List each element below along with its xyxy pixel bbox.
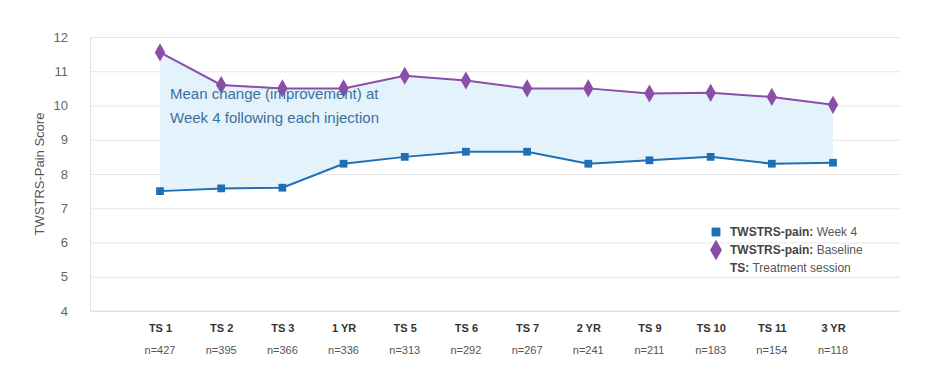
- legend-symbol: [710, 240, 722, 261]
- y-tick-label: 10: [54, 98, 68, 113]
- marker: [401, 153, 409, 161]
- change-area: [160, 52, 833, 191]
- marker: [828, 96, 838, 114]
- x-tick-label: TS 3: [271, 322, 294, 334]
- marker: [768, 160, 776, 168]
- marker: [522, 79, 532, 97]
- x-sublabel: n=154: [756, 344, 787, 356]
- marker: [584, 160, 592, 168]
- x-sublabel: n=292: [450, 344, 481, 356]
- x-tick: 1 YR: [332, 311, 356, 334]
- y-tick: 12: [54, 30, 900, 45]
- x-tick-label: TS 1: [149, 322, 172, 334]
- y-tick-label: 8: [61, 167, 68, 182]
- series-line: [160, 52, 833, 104]
- series-markers: [155, 43, 838, 114]
- x-tick-label: TS 5: [394, 322, 417, 334]
- x-tick: TS 10: [696, 311, 725, 334]
- y-tick-label: 9: [61, 132, 68, 147]
- marker: [644, 84, 654, 102]
- x-tick-label: TS 11: [758, 322, 787, 334]
- marker: [462, 148, 470, 156]
- x-tick-label: 1 YR: [332, 322, 356, 334]
- x-tick-label: TS 10: [696, 322, 725, 334]
- marker: [156, 187, 164, 195]
- x-axis-line: [90, 311, 900, 312]
- legend-note: TS: Treatment session: [730, 261, 851, 275]
- x-tick-label: 3 YR: [821, 322, 845, 334]
- x-tick: 3 YR: [821, 311, 845, 334]
- plot-area: [155, 43, 838, 195]
- x-axis: TS 1 TS 2 TS 3 1 YR TS 5 TS 6 TS 7 2 YR TS 9 TS 1…: [90, 311, 900, 334]
- series-markers: [156, 148, 837, 195]
- y-tick-label: 12: [54, 30, 68, 45]
- grid-line: [90, 277, 900, 278]
- x-tick: 2 YR: [577, 311, 601, 334]
- grid-line: [90, 208, 900, 209]
- x-sublabels: n=427 n=395 n=366 n=336 n=313 n=292 n=267 n=241…: [145, 344, 848, 356]
- marker: [461, 71, 471, 89]
- marker: [707, 153, 715, 161]
- x-tick: TS 7: [516, 311, 539, 334]
- marker: [705, 84, 715, 102]
- x-tick-label: TS 2: [210, 322, 233, 334]
- x-tick-label: TS 6: [455, 322, 478, 334]
- y-tick-label: 5: [61, 269, 68, 284]
- x-tick-label: 2 YR: [577, 322, 601, 334]
- x-sublabel: n=211: [634, 344, 664, 356]
- legend-item: TWSTRS-pain: Week 4: [712, 225, 858, 239]
- y-axis: 4 5 6 7 8 9 10 11 12: [54, 30, 900, 319]
- y-tick: 7: [61, 201, 900, 216]
- legend-label: TWSTRS-pain: Baseline: [730, 243, 863, 257]
- y-tick-label: 7: [61, 201, 68, 216]
- legend-item: TWSTRS-pain: Baseline: [710, 240, 863, 261]
- series-line: [160, 152, 833, 191]
- y-tick-label: 4: [61, 304, 68, 319]
- x-tick: TS 3: [271, 311, 294, 334]
- marker: [340, 160, 348, 168]
- marker: [829, 159, 837, 167]
- grid-line: [90, 71, 900, 72]
- x-sublabel: n=427: [145, 344, 176, 356]
- x-sublabel: n=183: [695, 344, 726, 356]
- x-tick: TS 11: [758, 311, 787, 334]
- x-tick-label: TS 9: [638, 322, 661, 334]
- legend-symbol: [712, 228, 721, 237]
- annotation: Mean change (improvement) at Week 4 follo…: [170, 85, 379, 126]
- grid-line: [90, 311, 900, 312]
- marker: [646, 156, 654, 164]
- chart: 4 5 6 7 8 9 10 11 12 TS 1 TS 2 TS 3 1 YR TS 5 TS 6 TS 7…: [0, 0, 945, 369]
- x-sublabel: n=336: [328, 344, 359, 356]
- x-tick-label: TS 7: [516, 322, 539, 334]
- marker: [767, 88, 777, 106]
- x-sublabel: n=395: [206, 344, 237, 356]
- x-tick: TS 6: [455, 311, 478, 334]
- marker: [217, 185, 225, 193]
- x-tick: TS 9: [638, 311, 661, 334]
- marker: [583, 79, 593, 97]
- y-tick: 4: [61, 304, 900, 319]
- x-sublabel: n=313: [389, 344, 420, 356]
- marker: [523, 148, 531, 156]
- marker: [399, 67, 409, 85]
- x-tick: TS 1: [149, 311, 172, 334]
- x-tick: TS 2: [210, 311, 233, 334]
- x-sublabel: n=366: [267, 344, 298, 356]
- y-tick-label: 11: [55, 64, 69, 79]
- annotation-line: Mean change (improvement) at: [170, 85, 379, 102]
- x-sublabel: n=118: [818, 344, 848, 356]
- annotation-line: Week 4 following each injection: [170, 109, 379, 126]
- legend-label: TWSTRS-pain: Week 4: [730, 225, 857, 239]
- y-axis-title: TWSTRS-Pain Score: [32, 113, 47, 236]
- marker: [278, 184, 286, 192]
- grid-line: [90, 37, 900, 38]
- legend: TWSTRS-pain: Week 4 TWSTRS-pain: Baseline…: [710, 225, 863, 275]
- y-tick-label: 6: [61, 235, 68, 250]
- x-sublabel: n=241: [573, 344, 604, 356]
- x-tick: TS 5: [394, 311, 417, 334]
- x-sublabel: n=267: [512, 344, 543, 356]
- marker: [155, 43, 165, 61]
